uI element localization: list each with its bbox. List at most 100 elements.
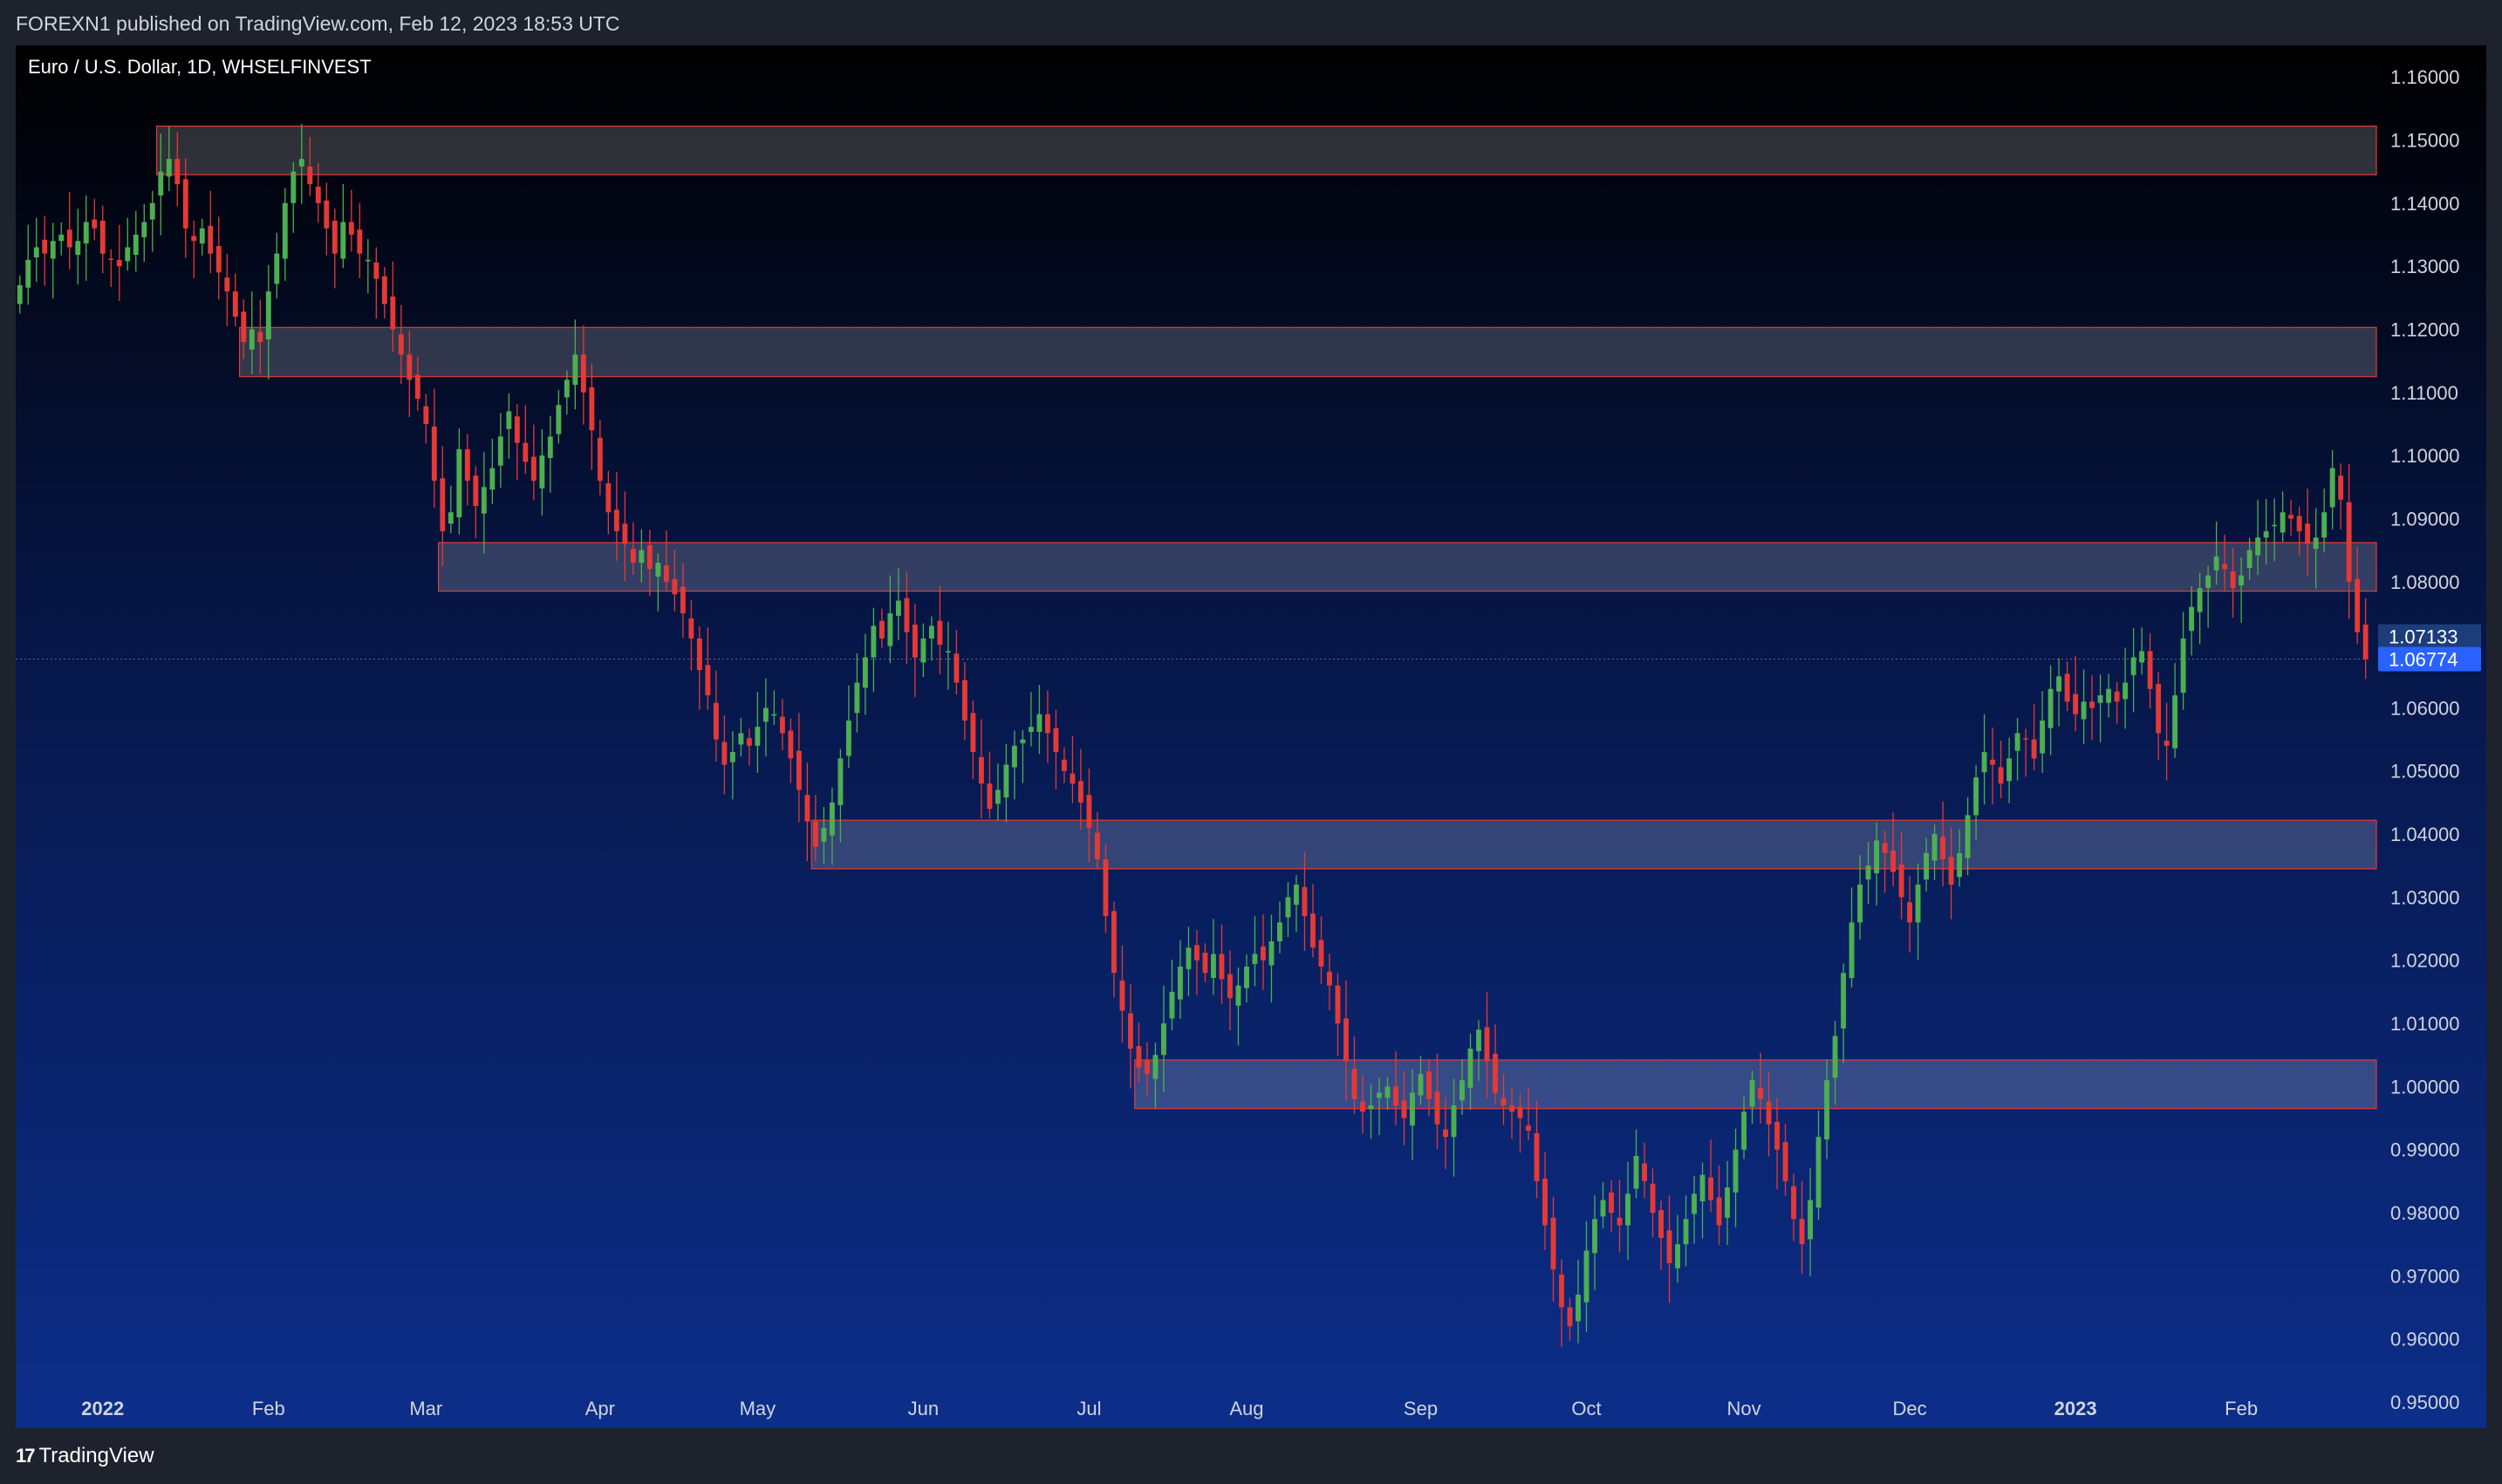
candle-body	[2156, 683, 2162, 734]
candle-body	[2047, 688, 2054, 728]
candle-body	[390, 296, 396, 330]
candle-body	[1874, 840, 1880, 873]
candle-body	[166, 159, 172, 177]
candle-body	[25, 259, 31, 288]
price-tag-box	[2378, 646, 2481, 672]
candle-body	[1393, 1086, 1398, 1106]
candle-body	[928, 626, 934, 639]
candle-body	[2313, 537, 2319, 550]
candle-body	[779, 716, 785, 734]
candle-body	[622, 523, 628, 544]
candle-body	[920, 638, 926, 663]
candle-body	[373, 262, 379, 279]
candle-body	[2040, 720, 2046, 754]
candle-body	[42, 239, 48, 254]
candle-body	[2123, 682, 2129, 700]
candle-body	[92, 219, 98, 229]
candle-body	[2338, 475, 2344, 500]
candle-body	[282, 202, 288, 259]
candle-body	[2230, 571, 2236, 588]
candle-body	[141, 222, 147, 237]
tradingview-logo[interactable]: 17 TradingView	[16, 1444, 154, 1468]
candle-body	[1741, 1111, 1747, 1150]
candle-body	[1244, 966, 1249, 988]
candle-body	[1410, 1092, 1415, 1126]
candle-body	[995, 790, 1001, 804]
candle-body	[2329, 468, 2335, 508]
candle-body	[1576, 1295, 1581, 1322]
y-tick-label: 1.09000	[2390, 508, 2460, 530]
price-tag-label: 1.06774	[2389, 648, 2458, 670]
candle-body	[1077, 781, 1084, 803]
candle-body	[1235, 985, 1241, 1006]
candle-body	[2073, 694, 2079, 715]
candle-body	[804, 795, 810, 822]
candle-body	[1053, 728, 1059, 753]
candle-body	[1119, 980, 1125, 1011]
candle-body	[978, 756, 984, 784]
candle-body	[655, 563, 661, 577]
candle-body	[75, 241, 81, 256]
candle-body	[523, 442, 529, 462]
candle-body	[1675, 1244, 1680, 1269]
candle-body	[755, 727, 761, 746]
candle-body	[630, 549, 636, 564]
candle-body	[1094, 832, 1100, 859]
candle-body	[1716, 1197, 1722, 1226]
candle-body	[1136, 1046, 1142, 1068]
candle-body	[2114, 691, 2120, 702]
chart-area[interactable]: Euro / U.S. Dollar, 1D, WHSELFINVEST 1.1…	[16, 45, 2486, 1428]
candle-body	[1832, 1036, 1838, 1078]
candle-body	[1841, 973, 1847, 1029]
candle-body	[1898, 864, 1904, 898]
y-tick-label: 1.15000	[2390, 129, 2460, 151]
zone-rect	[437, 542, 2377, 592]
candle-body	[1261, 946, 1266, 961]
candle-body	[705, 665, 711, 695]
candle-body	[407, 354, 413, 380]
candle-body	[1186, 947, 1192, 969]
candle-body	[2246, 550, 2252, 568]
candle-body	[2239, 575, 2245, 586]
candle-body	[1003, 764, 1009, 798]
x-tick-label: Feb	[2225, 1398, 2258, 1419]
y-tick-label: 1.08000	[2390, 571, 2460, 593]
candle-body	[887, 612, 893, 646]
candle-body	[854, 682, 860, 714]
candle-body	[2180, 638, 2186, 694]
candle-body	[2346, 502, 2352, 582]
candle-body	[605, 482, 612, 513]
candle-body	[2189, 606, 2195, 632]
candle-body	[1758, 1087, 1763, 1099]
candle-body	[1343, 1018, 1349, 1062]
candle-body	[2081, 701, 2087, 720]
candle-body	[2023, 738, 2029, 740]
candle-body	[33, 247, 39, 258]
candle-body	[1484, 1027, 1490, 1062]
candle-body	[1517, 1106, 1523, 1118]
candle-body	[58, 234, 65, 242]
candle-body	[2305, 523, 2311, 544]
candle-body	[1285, 897, 1291, 918]
candlestick-chart[interactable]: Euro / U.S. Dollar, 1D, WHSELFINVEST 1.1…	[16, 45, 2486, 1428]
candle-body	[713, 702, 719, 740]
candle-body	[829, 802, 835, 836]
candle-body	[1178, 966, 1183, 1000]
y-tick-label: 1.14000	[2390, 193, 2460, 215]
candle-body	[1070, 773, 1076, 784]
candle-body	[1973, 776, 1979, 816]
y-tick-label: 1.06000	[2390, 697, 2460, 719]
candle-body	[514, 416, 520, 443]
candle-body	[1965, 815, 1971, 858]
candle-body	[108, 258, 114, 260]
x-tick-label: 2023	[2054, 1398, 2097, 1419]
candle-body	[1443, 1129, 1448, 1138]
candle-body	[1310, 913, 1316, 948]
candle-body	[324, 200, 330, 229]
candle-body	[2280, 512, 2286, 533]
candle-body	[1791, 1186, 1796, 1220]
x-tick-label: 2022	[81, 1398, 124, 1419]
zone-rect	[155, 125, 2377, 175]
candle-body	[1931, 834, 1938, 861]
